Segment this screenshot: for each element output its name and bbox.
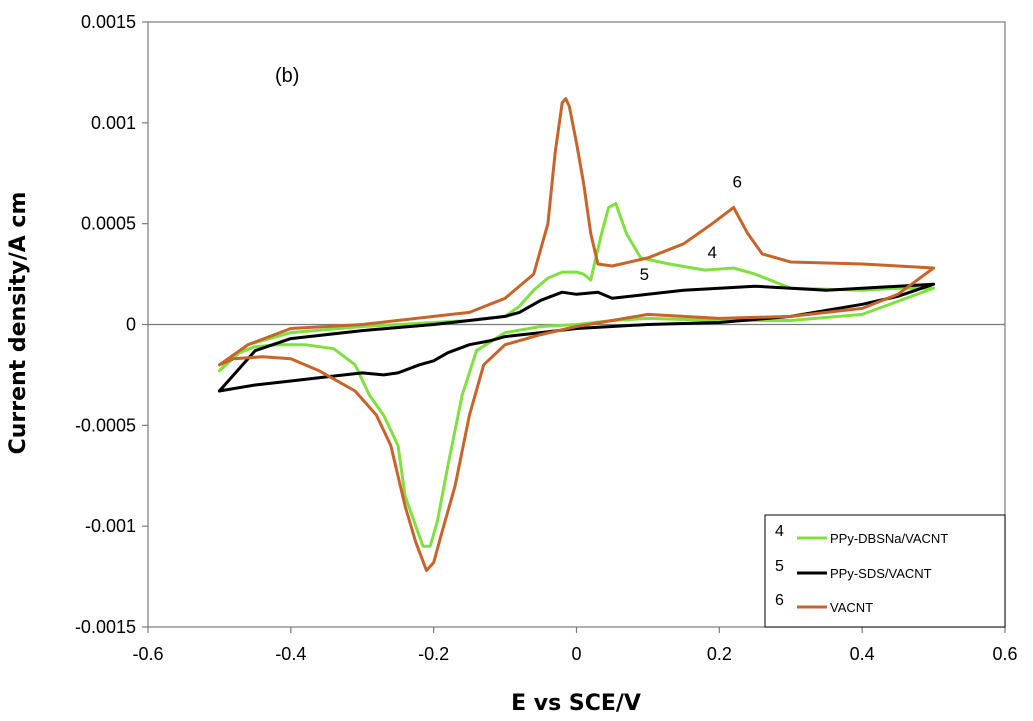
- x-tick-label: 0.2: [707, 644, 732, 664]
- legend-number: 4: [775, 523, 784, 540]
- legend-label: VACNT: [830, 600, 873, 615]
- legend-number: 5: [775, 558, 784, 575]
- legend-number: 6: [775, 592, 784, 609]
- curve-annotation: 6: [732, 172, 741, 191]
- y-tick-label: -0.001: [85, 516, 136, 536]
- x-tick-label: -0.6: [132, 644, 163, 664]
- curve-annotation: 5: [640, 265, 649, 284]
- legend: 4 PPy-DBSNa/VACNT 5 PPy-SDS/VACNT 6 VACNT: [764, 514, 1006, 628]
- x-tick-label: -0.4: [275, 644, 306, 664]
- y-tick-label: -0.0015: [75, 617, 136, 637]
- y-tick-label: 0.0015: [81, 12, 136, 32]
- y-tick-label: 0.001: [91, 113, 136, 133]
- x-tick-label: 0.4: [850, 644, 875, 664]
- series-layer: [217, 97, 936, 572]
- x-tick-label: -0.2: [418, 644, 449, 664]
- y-tick-label: 0.0005: [81, 214, 136, 234]
- panel-label: (b): [275, 65, 299, 87]
- curve-annotations: 6 4 5: [640, 172, 742, 284]
- x-tick-label: 0.6: [992, 644, 1017, 664]
- series-line-6: [217, 97, 936, 572]
- curve-annotation: 4: [707, 243, 716, 262]
- x-axis-title: E vs SCE/V: [511, 691, 641, 716]
- y-axis-ticks: 0.0015 0.001 0.0005 0 -0.0005 -0.001 -0.0015: [75, 12, 148, 637]
- legend-label: PPy-DBSNa/VACNT: [830, 531, 948, 546]
- y-tick-label: -0.0005: [75, 415, 136, 435]
- y-axis-title: Current density/A cm: [6, 192, 31, 455]
- x-tick-label: 0: [571, 644, 581, 664]
- x-axis-ticks: -0.6 -0.4 -0.2 0 0.2 0.4 0.6: [132, 627, 1018, 664]
- series-line-4: [217, 202, 936, 548]
- legend-label: PPy-SDS/VACNT: [830, 566, 932, 581]
- y-tick-label: 0: [126, 315, 136, 335]
- series-line-5: [217, 282, 936, 393]
